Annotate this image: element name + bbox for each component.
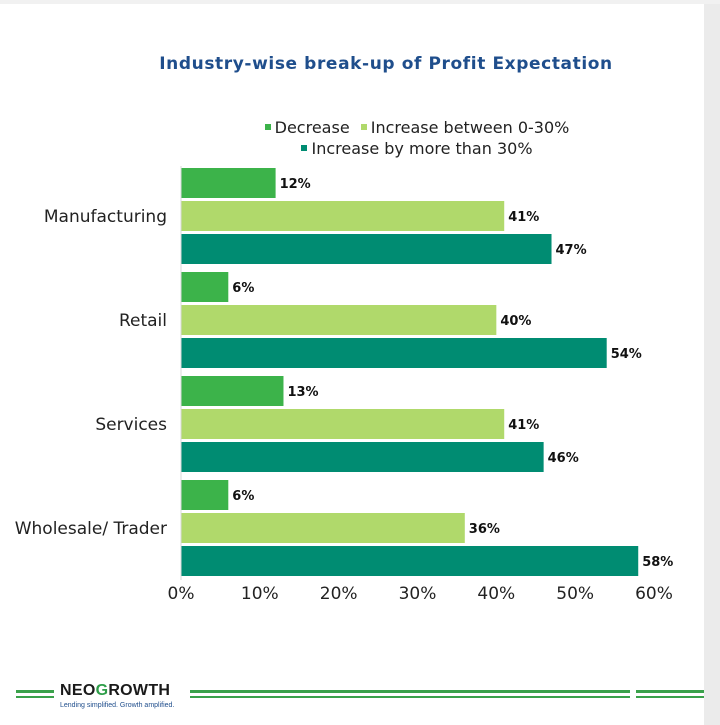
footer-rule-far-right-2 (636, 696, 704, 698)
category-label: Manufacturing (44, 207, 167, 227)
logo-suffix: ROWTH (108, 682, 171, 699)
x-tick-label: 40% (477, 584, 515, 604)
neogrowth-logo: NEOGROWTH (60, 682, 170, 700)
logo-g: G (95, 682, 109, 699)
legend-swatch-increase-0-30 (360, 123, 367, 130)
data-label: 58% (642, 555, 673, 570)
bar-increase-30-plus (181, 546, 639, 576)
bar-increase-30-plus (181, 338, 607, 368)
bar-decrease (181, 376, 284, 406)
logo-prefix: NEO (60, 682, 96, 699)
bar-increase-0-30 (181, 201, 505, 231)
legend-item-decrease: Decrease (264, 117, 350, 138)
bar-decrease (181, 480, 229, 510)
category-label: Wholesale/ Trader (15, 519, 167, 539)
footer-rule-far-right (636, 690, 704, 693)
bar-increase-0-30 (181, 513, 465, 543)
legend-label-increase-30-plus: Increase by more than 30% (311, 139, 533, 158)
footer-rule-left (16, 690, 54, 693)
legend-swatch-increase-30-plus (301, 144, 308, 151)
category-label: Services (95, 415, 167, 435)
bar-increase-0-30 (181, 409, 505, 439)
x-tick-label: 10% (241, 584, 279, 604)
data-label: 46% (548, 451, 579, 466)
bar-increase-0-30 (181, 305, 497, 335)
legend-item-increase-30-plus: Increase by more than 30% (301, 138, 533, 159)
legend-swatch-decrease (264, 123, 271, 130)
x-tick-label: 0% (168, 584, 195, 604)
bar-increase-30-plus (181, 442, 544, 472)
data-label: 41% (508, 210, 539, 225)
legend-label-increase-0-30: Increase between 0-30% (370, 118, 570, 137)
x-tick-label: 20% (320, 584, 358, 604)
data-label: 6% (232, 489, 254, 504)
data-label: 12% (280, 177, 311, 192)
chart-legend: Decrease Increase between 0-30% Increase… (0, 117, 720, 159)
page-edge (704, 4, 720, 725)
legend-item-increase-0-30: Increase between 0-30% (360, 117, 570, 138)
data-label: 13% (287, 385, 318, 400)
logo-tagline: Lending simplified. Growth amplified. (60, 702, 175, 709)
data-label: 6% (232, 281, 254, 296)
bar-decrease (181, 168, 276, 198)
footer-rule-right (190, 690, 630, 693)
footer-rule-right-2 (190, 696, 630, 698)
data-label: 47% (556, 243, 587, 258)
legend-label-decrease: Decrease (274, 118, 350, 137)
data-label: 54% (611, 347, 642, 362)
x-tick-label: 50% (556, 584, 594, 604)
data-label: 40% (500, 314, 531, 329)
category-label: Retail (119, 311, 167, 331)
footer-rule-left-2 (16, 696, 54, 698)
bar-increase-30-plus (181, 234, 552, 264)
x-tick-label: 30% (399, 584, 437, 604)
data-label: 36% (469, 522, 500, 537)
bar-decrease (181, 272, 229, 302)
x-tick-label: 60% (635, 584, 673, 604)
data-label: 41% (508, 418, 539, 433)
chart-title: Industry-wise break-up of Profit Expecta… (159, 54, 613, 74)
